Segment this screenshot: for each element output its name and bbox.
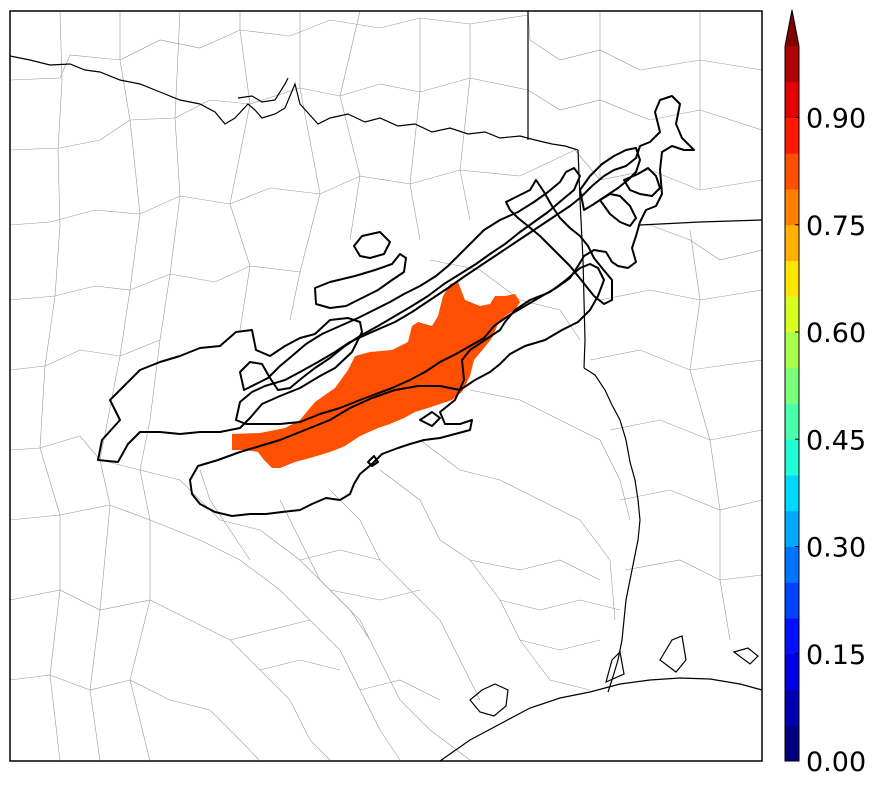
- colorbar-tick-labels: 0.00 0.15 0.30 0.45 0.60 0.75 0.90: [806, 104, 866, 779]
- colorbar-segment: [785, 81, 799, 118]
- colorbar-segment: [785, 725, 799, 762]
- probability-fill-region: [232, 282, 520, 468]
- colorbar-segment: [785, 653, 799, 690]
- colorbar-segment: [785, 117, 799, 154]
- colorbar-segment: [785, 510, 799, 547]
- contour-outlines: [97, 95, 695, 517]
- colorbar-segment: [785, 582, 799, 619]
- colorbar-tick-label: 0.90: [806, 104, 866, 135]
- colorbar-tick-label: 0.30: [806, 533, 866, 564]
- colorbar-extend-arrow: [785, 10, 799, 46]
- colorbar-segment: [785, 260, 799, 297]
- map-area: [9, 10, 763, 762]
- colorbar-tick-label: 0.15: [806, 640, 866, 671]
- colorbar-segment: [785, 546, 799, 583]
- colorbar-segment: [785, 618, 799, 655]
- colorbar-tick-label: 0.45: [806, 425, 866, 456]
- colorbar-tick-label: 0.00: [806, 747, 866, 778]
- colorbar-segment: [785, 403, 799, 440]
- colorbar-segment: [785, 332, 799, 369]
- colorbar-segment: [785, 689, 799, 726]
- colorbar-segment: [785, 46, 799, 83]
- colorbar-segment: [785, 475, 799, 512]
- colorbar: [784, 9, 800, 762]
- county-boundaries: [9, 10, 763, 762]
- colorbar-segment: [785, 439, 799, 476]
- colorbar-segment: [785, 153, 799, 190]
- colorbar-segment: [785, 367, 799, 404]
- colorbar-segment: [785, 189, 799, 226]
- state-boundaries: [9, 11, 763, 693]
- colorbar-segment: [785, 296, 799, 333]
- colorbar-segment: [785, 224, 799, 261]
- colorbar-tick-label: 0.75: [806, 211, 866, 242]
- coastline: [439, 635, 763, 762]
- colorbar-tick-label: 0.60: [806, 318, 866, 349]
